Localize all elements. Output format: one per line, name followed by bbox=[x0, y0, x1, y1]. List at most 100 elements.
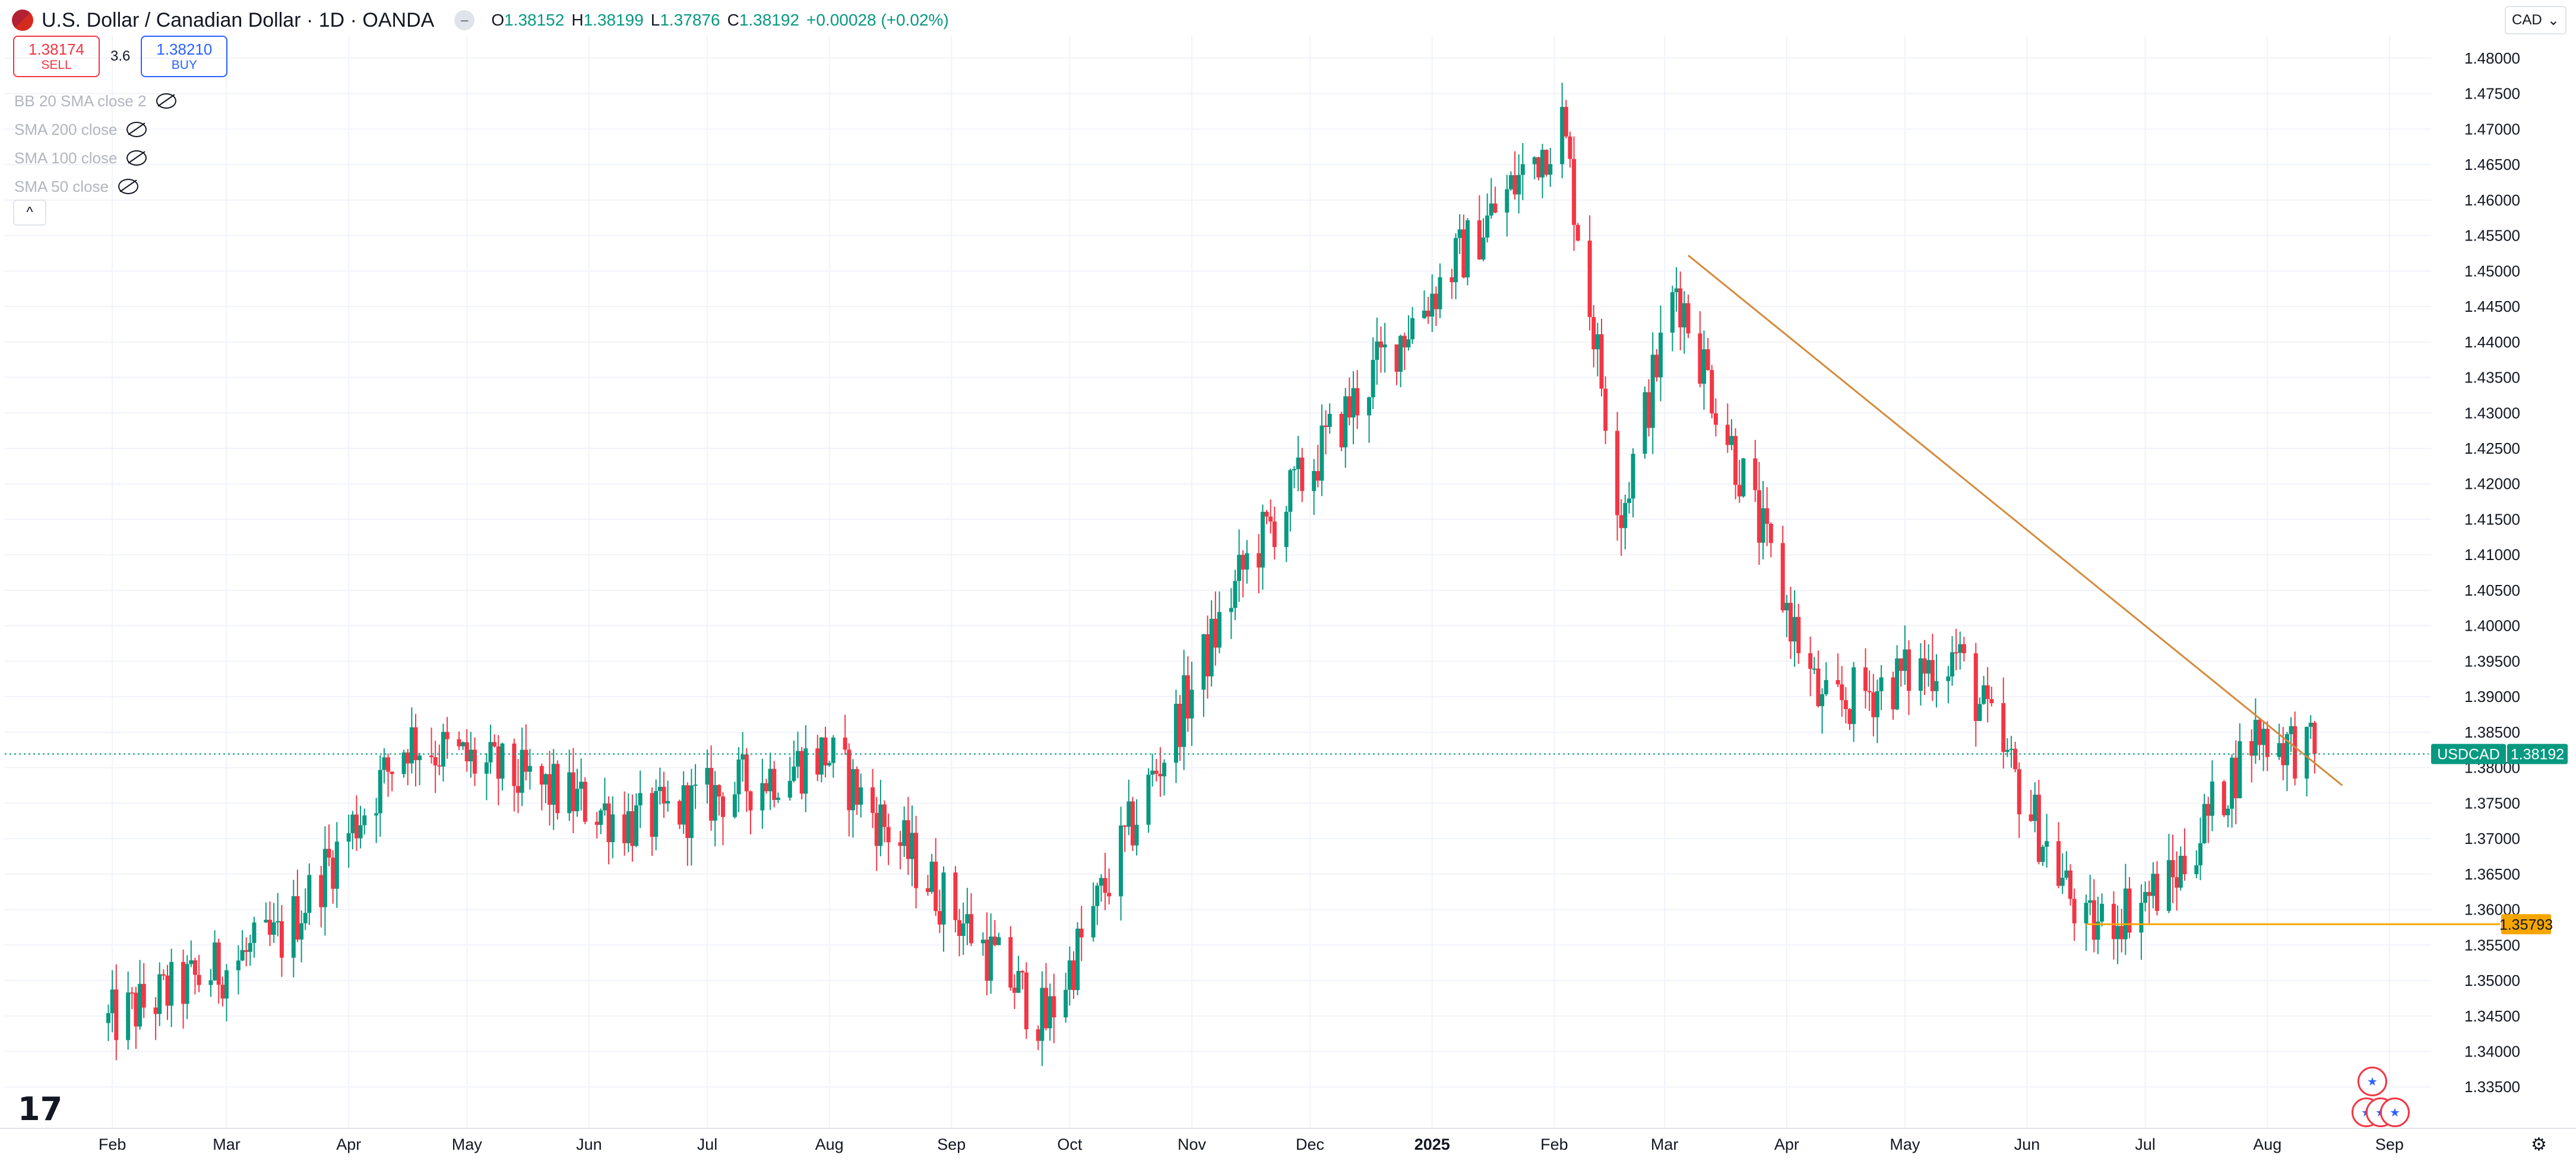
eye-hidden-icon[interactable] bbox=[156, 93, 176, 109]
indicator-bb[interactable]: BB 20 SMA close 2 bbox=[14, 87, 176, 115]
candle-body bbox=[2143, 891, 2148, 903]
sell-button[interactable]: 1.38174 SELL bbox=[13, 36, 100, 77]
indicator-sma200[interactable]: SMA 200 close bbox=[14, 115, 176, 144]
candle-body bbox=[1930, 660, 1935, 691]
candle-body bbox=[1052, 996, 1056, 1018]
trendline[interactable] bbox=[1688, 254, 2343, 786]
candle-body bbox=[713, 785, 717, 821]
candle-body bbox=[1131, 801, 1135, 846]
candle-body bbox=[1698, 333, 1702, 384]
candle-body bbox=[1048, 996, 1052, 1029]
collapse-indicators-button[interactable]: ^ bbox=[13, 200, 46, 226]
candle-body bbox=[803, 748, 808, 794]
y-tick-label: 1.35000 bbox=[2464, 972, 2520, 989]
candle-body bbox=[1536, 157, 1541, 178]
candle-body bbox=[354, 814, 359, 839]
candle-body bbox=[1292, 469, 1297, 470]
candle-body bbox=[303, 913, 308, 923]
candle-body bbox=[1780, 543, 1785, 611]
us-event-icon[interactable]: ★ bbox=[2357, 1067, 2387, 1096]
candle-body bbox=[1926, 660, 1931, 674]
candle-body bbox=[374, 813, 379, 816]
candle-body bbox=[2210, 781, 2214, 816]
candle-body bbox=[1650, 355, 1655, 428]
candle-body bbox=[567, 772, 572, 814]
candle-body bbox=[1898, 658, 1903, 671]
candle-body bbox=[1705, 349, 1710, 371]
candle-body bbox=[1599, 334, 1604, 389]
candle-body bbox=[594, 821, 599, 825]
candle-body bbox=[1406, 339, 1411, 347]
candle-body bbox=[1134, 824, 1139, 846]
gear-icon[interactable]: ⚙ bbox=[2531, 1135, 2547, 1154]
candle-body bbox=[654, 790, 659, 837]
candle-body bbox=[799, 751, 804, 794]
candle-body bbox=[1438, 277, 1442, 309]
buy-label: BUY bbox=[171, 58, 197, 72]
candle-body bbox=[134, 992, 138, 1027]
candle-body bbox=[248, 942, 252, 952]
candle-body bbox=[1560, 106, 1565, 165]
candle-body bbox=[543, 774, 548, 785]
currency-selector[interactable]: CAD ⌄ bbox=[2505, 6, 2566, 34]
eye-hidden-icon[interactable] bbox=[126, 150, 147, 166]
candle-body bbox=[1382, 344, 1387, 347]
eye-hidden-icon[interactable] bbox=[126, 122, 147, 137]
candle-body bbox=[512, 744, 517, 786]
minus-icon[interactable]: – bbox=[454, 10, 475, 30]
candle-body bbox=[1568, 136, 1572, 159]
candle-body bbox=[473, 749, 477, 774]
candle-body bbox=[1710, 370, 1714, 414]
candle-body bbox=[331, 858, 336, 889]
last-price-badge bbox=[2507, 744, 2568, 764]
candle-body bbox=[792, 766, 796, 781]
candle-body bbox=[1064, 989, 1068, 1018]
candle-body bbox=[1505, 189, 1509, 213]
candle-body bbox=[2226, 808, 2230, 815]
us-event-icon[interactable]: ★ bbox=[2380, 1097, 2410, 1127]
candle-body bbox=[1595, 334, 1600, 350]
candle-body bbox=[1922, 658, 1927, 674]
candle-body bbox=[1410, 318, 1415, 340]
candle-body bbox=[1075, 928, 1080, 991]
eye-hidden-icon[interactable] bbox=[118, 179, 138, 194]
candle-body bbox=[662, 786, 666, 804]
candle-body bbox=[1107, 893, 1112, 897]
candle-body bbox=[1367, 397, 1372, 416]
candle-body bbox=[1182, 675, 1186, 747]
indicator-sma100[interactable]: SMA 100 close bbox=[14, 144, 176, 172]
candle-body bbox=[161, 974, 166, 976]
candle-body bbox=[271, 922, 276, 935]
candle-body bbox=[2182, 856, 2187, 874]
buy-button[interactable]: 1.38210 BUY bbox=[141, 36, 228, 77]
candle-body bbox=[575, 789, 580, 811]
candle-body bbox=[1753, 458, 1758, 491]
candle-body bbox=[843, 737, 847, 750]
y-tick-label: 1.40500 bbox=[2464, 581, 2520, 599]
candle-body bbox=[602, 803, 607, 811]
candle-body bbox=[2064, 870, 2069, 878]
candle-body bbox=[153, 1007, 158, 1014]
candle-body bbox=[1229, 608, 1233, 612]
candle-body bbox=[1659, 333, 1663, 378]
candle-body bbox=[1493, 203, 1498, 213]
symbol-title[interactable]: U.S. Dollar / Canadian Dollar · 1D · OAN… bbox=[42, 8, 435, 31]
candle-body bbox=[1985, 685, 1990, 700]
economic-events: ★ ★ ★ ★ bbox=[2352, 1067, 2423, 1132]
candle-body bbox=[933, 861, 938, 912]
candle-body bbox=[1867, 691, 1872, 692]
candle-body bbox=[1485, 215, 1490, 238]
candle-body bbox=[276, 921, 280, 923]
indicator-sma50[interactable]: SMA 50 close bbox=[14, 172, 176, 201]
candle-body bbox=[787, 780, 792, 798]
candle-body bbox=[1796, 616, 1801, 653]
candle-body bbox=[1319, 425, 1324, 481]
x-tick-label: Oct bbox=[1057, 1135, 1083, 1153]
candle-body bbox=[461, 742, 466, 747]
candle-body bbox=[500, 744, 505, 779]
y-tick-label: 1.39000 bbox=[2464, 688, 2520, 706]
candle-body bbox=[1808, 653, 1813, 669]
candle-body bbox=[1461, 229, 1466, 278]
candle-body bbox=[1768, 524, 1773, 543]
